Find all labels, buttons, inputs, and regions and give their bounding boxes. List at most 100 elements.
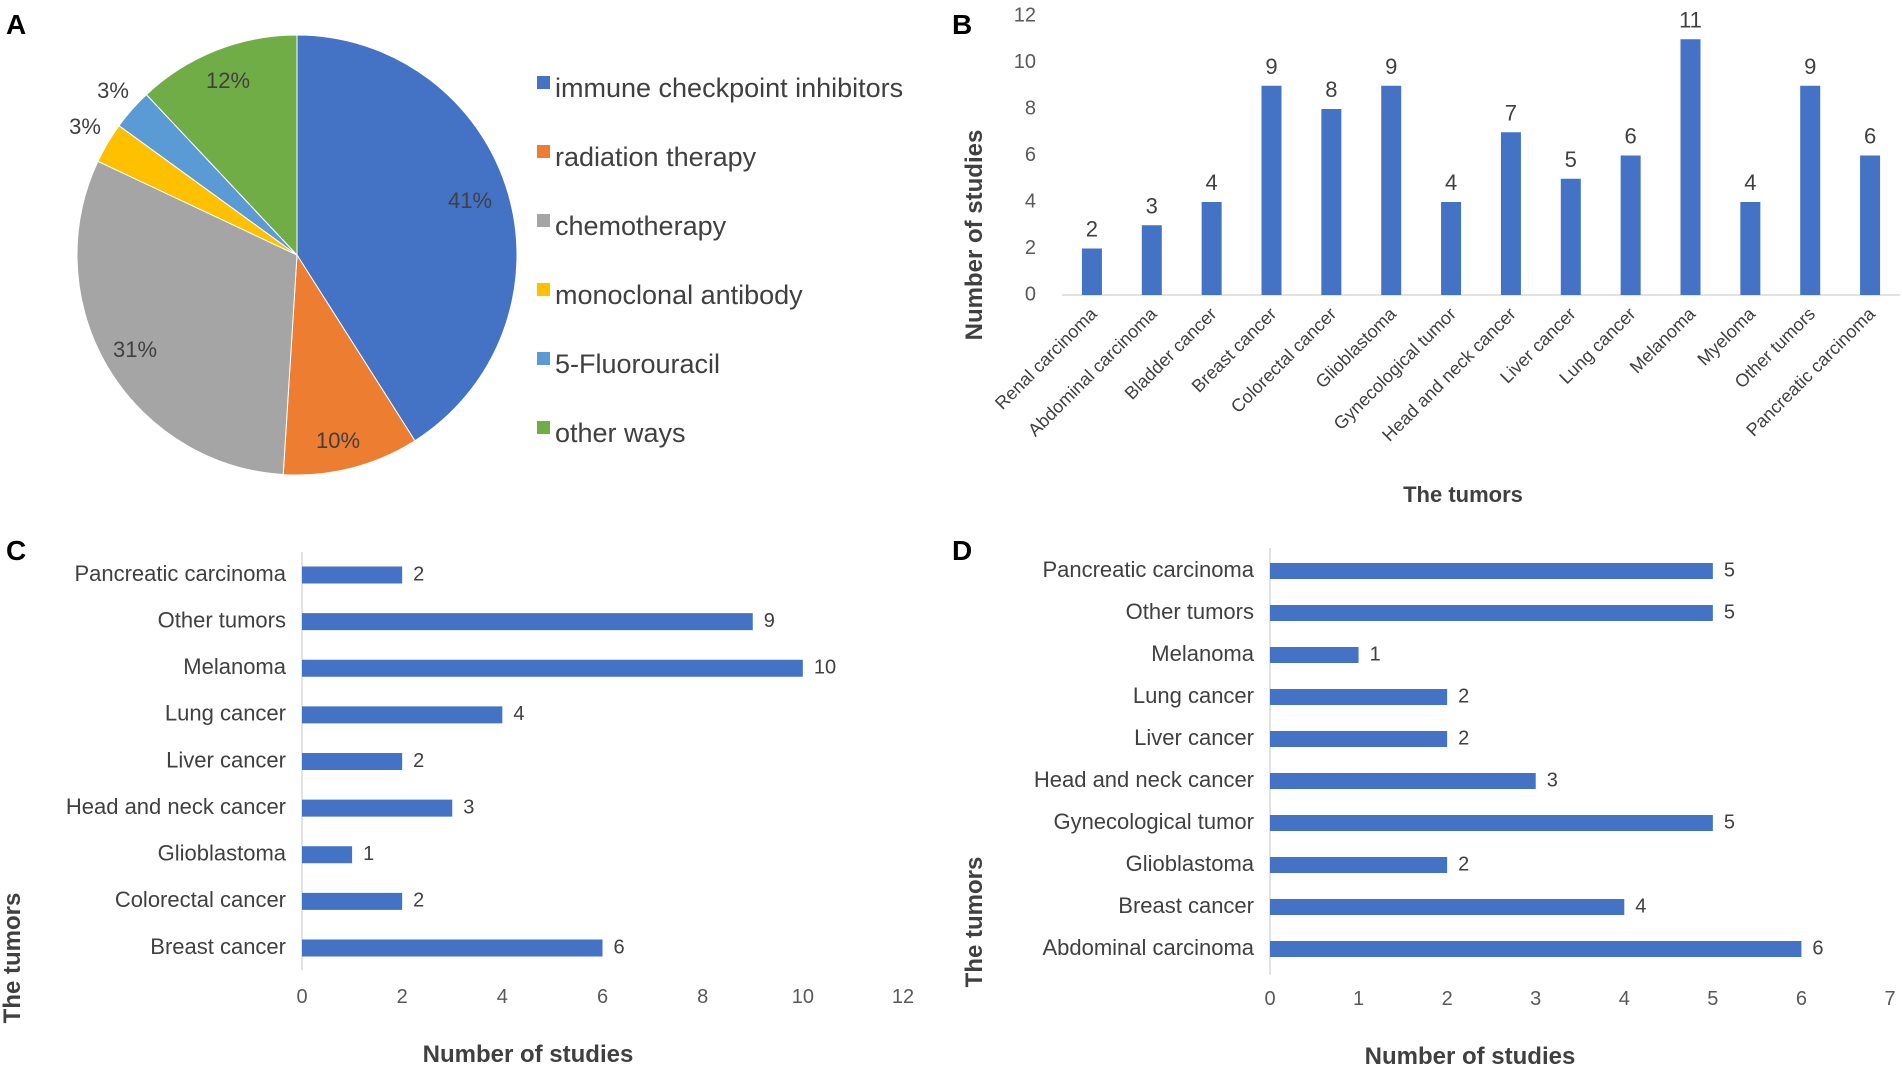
- x-tick-label-c: 0: [296, 986, 307, 1008]
- x-tick-label-b-melanoma: Melanoma: [1626, 303, 1700, 377]
- bar-c-lung-cancer: [302, 706, 503, 724]
- pie-value-label-chemotherapy: 31%: [113, 337, 157, 362]
- y-tick-label-d-liver-cancer: Liver cancer: [1134, 725, 1254, 750]
- data-label-b-pancreatic-carcinoma: 6: [1864, 124, 1876, 149]
- data-label-d-abdominal-carcinoma: 6: [1812, 937, 1823, 959]
- x-tick-label-d: 2: [1442, 988, 1453, 1010]
- y-tick-label-c-glioblastoma: Glioblastoma: [158, 841, 287, 866]
- data-label-b-colorectal-cancer: 8: [1325, 77, 1337, 102]
- data-label-b-lung-cancer: 6: [1625, 124, 1637, 149]
- data-label-d-other-tumors: 5: [1724, 601, 1735, 623]
- data-label-b-melanoma: 11: [1679, 7, 1702, 32]
- legend-label-other-ways: other ways: [555, 418, 686, 448]
- x-tick-label-d: 6: [1796, 988, 1807, 1010]
- bar-c-glioblastoma: [302, 846, 353, 864]
- data-label-c-head-and-neck-cancer: 3: [463, 796, 474, 818]
- y-tick-label-d-gynecological-tumor: Gynecological tumor: [1053, 809, 1254, 834]
- x-axis-title-c: Number of studies: [423, 1041, 634, 1068]
- y-tick-label-b: 10: [1014, 51, 1036, 73]
- data-label-d-breast-cancer: 4: [1635, 895, 1646, 917]
- data-label-c-breast-cancer: 6: [614, 936, 625, 958]
- bar-b-gynecological-tumor: [1441, 202, 1462, 295]
- y-tick-label-c-breast-cancer: Breast cancer: [150, 934, 286, 959]
- y-axis-title-d: The tumors: [961, 857, 988, 988]
- x-tick-label-c: 12: [892, 986, 914, 1008]
- y-tick-label-b: 6: [1025, 144, 1036, 166]
- legend-swatch-immune-checkpoint-inhibitors: [537, 76, 550, 89]
- data-label-b-glioblastoma: 9: [1385, 54, 1397, 79]
- panel-label-c: C: [6, 535, 26, 566]
- bar-b-myeloma: [1740, 202, 1761, 295]
- bar-d-lung-cancer: [1270, 689, 1448, 705]
- legend-label-chemotherapy: chemotherapy: [555, 211, 727, 241]
- data-label-d-gynecological-tumor: 5: [1724, 811, 1735, 833]
- pie-value-label-other-ways: 12%: [206, 68, 250, 93]
- y-tick-label-d-glioblastoma: Glioblastoma: [1126, 851, 1255, 876]
- bar-c-liver-cancer: [302, 753, 403, 770]
- x-tick-label-d: 7: [1884, 988, 1895, 1010]
- bar-b-lung-cancer: [1620, 155, 1641, 295]
- x-tick-label-c: 4: [497, 986, 508, 1008]
- bar-d-glioblastoma: [1270, 857, 1448, 873]
- y-axis-title-c: The tumors: [0, 893, 26, 1024]
- data-label-d-lung-cancer: 2: [1458, 685, 1469, 707]
- y-tick-label-c-head-and-neck-cancer: Head and neck cancer: [66, 794, 286, 819]
- y-tick-label-d-lung-cancer: Lung cancer: [1133, 683, 1254, 708]
- bar-chart-d: 5 Pancreatic carcinoma 5 Other tumors 1 Melan…: [961, 548, 1896, 1070]
- legend-swatch-monoclonal-antibody: [537, 283, 550, 296]
- y-tick-label-c-other-tumors: Other tumors: [158, 607, 286, 632]
- bar-b-other-tumors: [1800, 85, 1821, 295]
- y-tick-label-b: 4: [1025, 190, 1036, 212]
- data-label-b-bladder-cancer: 4: [1206, 170, 1218, 195]
- pie-slice-chemotherapy: [76, 160, 298, 476]
- x-tick-label-d: 5: [1707, 988, 1718, 1010]
- data-label-d-liver-cancer: 2: [1458, 727, 1469, 749]
- pie-chart-a: 41% 10% 31% 3% 3% 12% immune checkpoint inhibi…: [69, 34, 903, 476]
- data-label-d-glioblastoma: 2: [1458, 853, 1469, 875]
- y-tick-label-b: 8: [1025, 97, 1036, 119]
- x-tick-label-d: 4: [1619, 988, 1630, 1010]
- y-tick-label-b: 12: [1014, 4, 1036, 26]
- bar-d-melanoma: [1270, 647, 1359, 663]
- x-tick-label-b-renal-carcinoma: Renal carcinoma: [991, 303, 1101, 413]
- x-tick-label-c: 10: [792, 986, 814, 1008]
- bar-d-other-tumors: [1270, 605, 1713, 621]
- data-label-b-gynecological-tumor: 4: [1445, 170, 1457, 195]
- data-label-c-colorectal-cancer: 2: [413, 890, 424, 912]
- y-tick-label-d-other-tumors: Other tumors: [1126, 599, 1254, 624]
- data-label-b-liver-cancer: 5: [1565, 147, 1577, 172]
- bar-b-breast-cancer: [1261, 85, 1282, 295]
- y-tick-label-d-head-and-neck-cancer: Head and neck cancer: [1034, 767, 1254, 792]
- bar-d-gynecological-tumor: [1270, 815, 1713, 831]
- bar-b-colorectal-cancer: [1321, 109, 1342, 295]
- pie-slice-immune-checkpoint-inhibitors: [296, 34, 518, 442]
- y-tick-label-c-melanoma: Melanoma: [183, 654, 286, 679]
- legend-swatch-radiation-therapy: [537, 145, 550, 158]
- data-label-c-glioblastoma: 1: [363, 843, 374, 865]
- data-label-c-liver-cancer: 2: [413, 750, 424, 772]
- legend-label-radiation-therapy: radiation therapy: [555, 142, 757, 172]
- bar-b-head-and-neck-cancer: [1500, 132, 1521, 295]
- bar-b-glioblastoma: [1381, 85, 1402, 295]
- data-label-c-melanoma: 10: [814, 657, 836, 679]
- x-tick-label-c: 2: [397, 986, 408, 1008]
- x-tick-label-b-colorectal-cancer: Colorectal cancer: [1227, 304, 1340, 417]
- legend-swatch-chemotherapy: [537, 214, 550, 227]
- pie-slice-radiation-therapy: [282, 253, 416, 476]
- pie-slice-other-ways: [145, 34, 298, 257]
- bar-b-pancreatic-carcinoma: [1860, 155, 1881, 295]
- pie-value-label-radiation-therapy: 10%: [316, 428, 360, 453]
- bar-b-melanoma: [1680, 39, 1701, 295]
- pie-value-label-immune-checkpoint-inhibitors: 41%: [448, 188, 492, 213]
- panel-label-b: B: [952, 9, 972, 40]
- y-tick-label-c-lung-cancer: Lung cancer: [165, 701, 286, 726]
- y-tick-label-d-pancreatic-carcinoma: Pancreatic carcinoma: [1042, 557, 1254, 582]
- x-tick-label-d: 0: [1264, 988, 1275, 1010]
- bar-c-melanoma: [302, 659, 803, 677]
- panel-label-a: A: [6, 9, 26, 40]
- legend-label-immune-checkpoint-inhibitors: immune checkpoint inhibitors: [555, 73, 903, 103]
- data-label-b-other-tumors: 9: [1804, 54, 1816, 79]
- bar-c-colorectal-cancer: [302, 892, 403, 910]
